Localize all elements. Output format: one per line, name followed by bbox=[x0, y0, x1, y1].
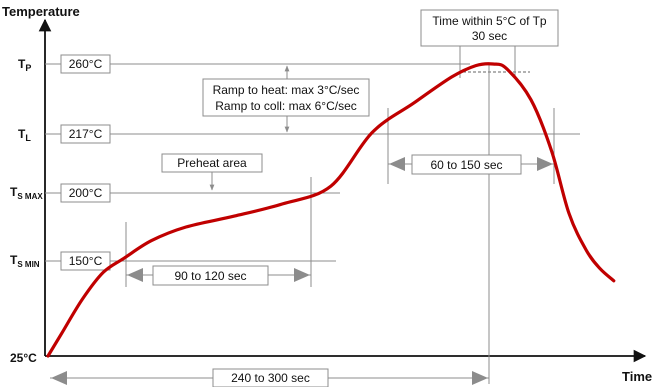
tp-label: TP bbox=[18, 57, 31, 73]
tl-value: 217°C bbox=[69, 127, 103, 141]
tsmax-value-box bbox=[60, 183, 111, 203]
dur-60-150-box bbox=[411, 154, 522, 175]
x-axis-label: Time bbox=[622, 369, 652, 384]
tp-value: 260°C bbox=[69, 57, 103, 71]
tp-time-box bbox=[420, 9, 559, 47]
origin-label: 25°C bbox=[10, 351, 37, 365]
tsmin-value-box bbox=[60, 251, 111, 271]
tp-time-text-2: 30 sec bbox=[472, 29, 507, 43]
dur-240-300-left-arrowhead bbox=[51, 371, 67, 385]
dur-60-150-left-arrowhead bbox=[389, 157, 405, 171]
dur-90-120-right-arrowhead bbox=[294, 268, 310, 282]
dur-240-300-right-arrowhead bbox=[472, 371, 488, 385]
preheat-text: Preheat area bbox=[177, 156, 247, 170]
dur-240-300-text: 240 to 300 sec bbox=[231, 371, 310, 385]
dur-90-120-box bbox=[152, 265, 269, 286]
tsmax-label: TS MAX bbox=[10, 185, 43, 201]
ramp-text-2: Ramp to coll: max 6°C/sec bbox=[215, 99, 357, 113]
ramp-box bbox=[202, 78, 370, 117]
tsmin-label: TS MIN bbox=[10, 253, 40, 269]
tl-label: TL bbox=[18, 127, 31, 143]
tp-value-box bbox=[60, 54, 111, 74]
reflow-profile-curve bbox=[46, 62, 616, 358]
tsmax-value: 200°C bbox=[69, 186, 103, 200]
ramp-text-1: Ramp to heat: max 3°C/sec bbox=[213, 83, 360, 97]
tl-value-box bbox=[60, 124, 111, 144]
dur-60-150-right-arrowhead bbox=[537, 157, 553, 171]
dur-60-150-text: 60 to 150 sec bbox=[430, 158, 502, 172]
tp-time-text-1: Time within 5°C of Tp bbox=[432, 14, 546, 28]
dur-90-120-left-arrowhead bbox=[127, 268, 143, 282]
dur-240-300-box bbox=[212, 368, 329, 387]
dur-90-120-text: 90 to 120 sec bbox=[174, 269, 246, 283]
y-axis-label: Temperature bbox=[2, 4, 80, 19]
tsmin-value: 150°C bbox=[69, 254, 103, 268]
